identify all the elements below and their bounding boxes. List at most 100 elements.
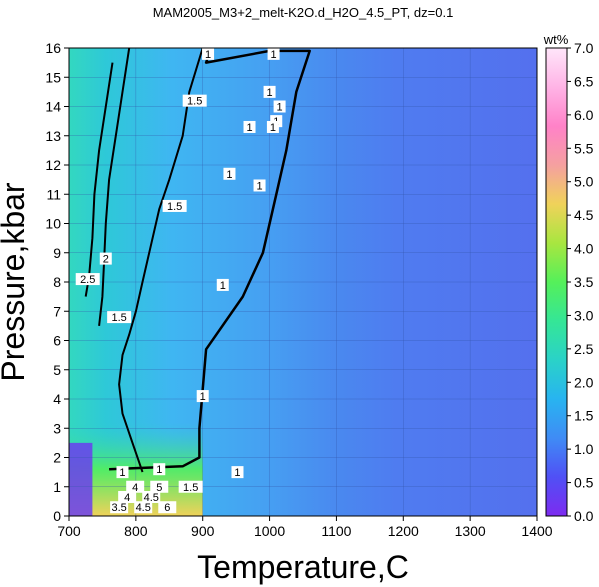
- contour-label-box: [116, 466, 129, 479]
- y-tick-label: 5: [53, 362, 61, 378]
- contour-label-text: 1: [267, 87, 273, 99]
- y-tick-label: 9: [53, 245, 61, 261]
- colorbar-scale: [545, 47, 568, 517]
- y-tick-label: 2: [53, 450, 61, 466]
- contour-label-text: 1: [156, 464, 162, 476]
- contour-label-box: [158, 501, 177, 514]
- colorbar: wt% 0.0 0.5 1.0 1.5 2.0 2.5 3.0 3.5 4.0 4.5 5.0 5.5…: [543, 32, 594, 524]
- colorbar-title: wt%: [543, 32, 569, 47]
- x-axis-label: Temperature,C: [197, 549, 409, 585]
- y-axis-label: Pressure,kbar: [0, 182, 31, 382]
- x-tick-label: 900: [191, 523, 215, 539]
- y-tick-label: 11: [46, 186, 61, 202]
- x-tick-label: 700: [57, 523, 81, 539]
- colorbar-tick-label: 1.0: [574, 441, 594, 457]
- contour-label-box: [243, 120, 256, 133]
- contour-label-text: 1: [270, 122, 276, 134]
- contour-label-text: 5: [156, 482, 162, 494]
- contour-label-text: 1: [200, 391, 206, 403]
- contour-line: [109, 48, 311, 471]
- y-tick-label: 13: [45, 128, 61, 144]
- x-tick-label: 1400: [521, 523, 552, 539]
- colorbar-tick-label: 1.5: [574, 408, 594, 424]
- colorbar-tick-label: 3.0: [574, 307, 594, 323]
- contour-label-box: [107, 311, 132, 324]
- colorbar-tick-label: 5.0: [574, 174, 594, 190]
- colorbar-tick-label: 5.5: [574, 140, 594, 156]
- colorbar-tick-label: 0.5: [574, 475, 594, 491]
- contour-label-text: 1.5: [187, 96, 202, 108]
- y-tick-label: 14: [45, 99, 61, 115]
- contour-label: 2: [99, 252, 112, 266]
- contour-label-text: 2: [103, 254, 109, 266]
- contour-label-box: [75, 273, 100, 286]
- y-tick-label: 8: [53, 274, 61, 290]
- contour-label-box: [178, 480, 203, 493]
- contour-label: 1: [263, 85, 276, 99]
- contour-label-box: [134, 501, 153, 514]
- colorbar-tick-label: 6.5: [574, 73, 594, 89]
- contour-label: 1: [196, 390, 209, 403]
- colorbar-tick-label: 6.0: [574, 107, 594, 123]
- contour-label-text: 4: [132, 482, 138, 494]
- colorbar-ticks: 0.0 0.5 1.0 1.5 2.0 2.5 3.0 3.5 4.0 4.5 5.0 5.5 6.0 6…: [567, 40, 594, 524]
- plot-area: 111111111111111.51.51.51.522.53.5444.54.…: [68, 47, 538, 517]
- contour-label-text: 3.5: [111, 502, 126, 514]
- contour-label-text: 1.5: [111, 312, 126, 324]
- contour-label: 4.5: [142, 490, 161, 504]
- contour-label-box: [118, 490, 137, 503]
- contour-label: 1.5: [162, 199, 187, 213]
- contour-label-text: 1.5: [167, 201, 182, 213]
- contour-label-box: [182, 94, 207, 107]
- contour-label-text: 1: [226, 169, 232, 181]
- contour-label-text: 2.5: [80, 274, 95, 286]
- contour-label-box: [126, 480, 145, 493]
- contour-label-text: 1: [119, 467, 125, 479]
- contour-label-text: 1: [256, 180, 262, 192]
- colorbar-tick-label: 4.0: [574, 241, 594, 257]
- contour-label-box: [266, 120, 279, 133]
- y-tick-label: 6: [53, 333, 61, 349]
- colorbar-tick-label: 2.0: [574, 374, 594, 390]
- contour-line: [98, 48, 131, 327]
- contour-label-box: [196, 390, 209, 403]
- contour-label-box: [153, 463, 166, 476]
- contour-label-text: 4.5: [144, 492, 159, 504]
- contour-label-text: 1: [271, 49, 277, 61]
- y-tick-label: 15: [45, 69, 61, 85]
- contour-label: 1.5: [182, 94, 207, 108]
- x-tick-label: 800: [124, 523, 148, 539]
- contour-label: 3.5: [110, 501, 129, 514]
- contour-label-box: [253, 179, 266, 192]
- y-tick-label: 10: [45, 216, 61, 232]
- contour-labels: 111111111111111.51.51.51.522.53.5444.54.…: [75, 47, 286, 514]
- contour-label-box: [263, 85, 276, 98]
- y-tick-label: 12: [45, 157, 61, 173]
- contour-label: 1: [231, 466, 244, 479]
- contour-label-box: [223, 167, 236, 180]
- colorbar-tick-label: 0.0: [574, 508, 594, 524]
- grid-lines: [69, 48, 537, 516]
- contour-label-text: 1: [205, 49, 211, 61]
- contour-label-text: 1: [246, 122, 252, 134]
- contour-label: 4: [126, 480, 145, 494]
- contour-label: 1: [116, 466, 129, 479]
- contour-label: 1: [202, 47, 215, 61]
- contour-label: 6: [158, 501, 177, 514]
- x-axis-ticks: 700 800 900 1000 1100 1200 1300 1400: [57, 516, 553, 539]
- low-temperature-region: [69, 442, 93, 516]
- contour-label-text: 4.5: [136, 502, 151, 514]
- colorbar-tick-label: 3.5: [574, 274, 594, 290]
- contour-label: 1: [223, 167, 236, 181]
- contour-label: 1: [267, 47, 280, 61]
- contour-label: 1.5: [178, 480, 203, 494]
- colorbar-tick-label: 4.5: [574, 207, 594, 223]
- contour-label-box: [231, 466, 244, 479]
- x-tick-label: 1000: [254, 523, 285, 539]
- contour-label-text: 1.5: [183, 482, 198, 494]
- contour-label: 1: [273, 100, 286, 114]
- y-tick-label: 16: [45, 40, 61, 56]
- x-tick-label: 1100: [321, 523, 351, 539]
- contour-label: 5: [150, 480, 169, 494]
